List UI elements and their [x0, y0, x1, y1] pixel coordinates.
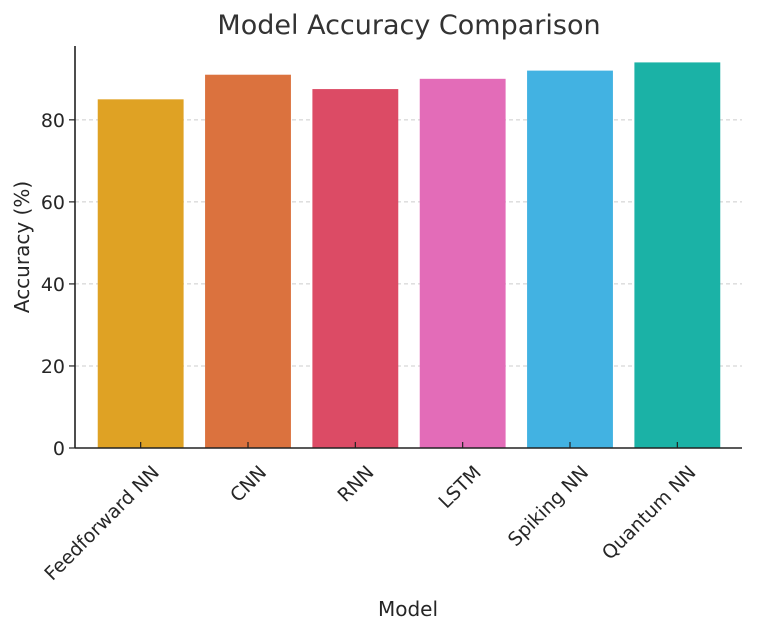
chart-title: Model Accuracy Comparison: [217, 10, 600, 41]
x-tick-label: LSTM: [434, 462, 485, 513]
y-axis-label: Accuracy (%): [10, 181, 34, 313]
y-tick-label: 40: [41, 274, 65, 296]
bar: [97, 99, 184, 448]
x-axis-label: Model: [378, 597, 438, 621]
x-tick-label: Spiking NN: [504, 462, 593, 551]
y-tick-label: 80: [41, 110, 65, 132]
y-tick-label: 60: [41, 192, 65, 214]
bars: [97, 62, 721, 449]
x-tick-label: RNN: [333, 462, 378, 507]
bar: [312, 89, 399, 449]
y-axis: 0 20 40 60 80: [41, 46, 76, 460]
y-tick-label: 0: [53, 438, 65, 460]
bar: [205, 74, 291, 448]
bar: [419, 78, 506, 448]
x-tick-label: CNN: [226, 462, 271, 507]
x-tick-label: Feedforward NN: [40, 462, 163, 585]
bar: [634, 62, 721, 448]
x-axis: Feedforward NN CNN RNN LSTM Spiking NN Quantu…: [40, 442, 742, 585]
bar: [527, 70, 613, 448]
y-tick-label: 20: [41, 356, 65, 378]
grid: [75, 119, 742, 367]
x-tick-label: Quantum NN: [598, 462, 701, 565]
